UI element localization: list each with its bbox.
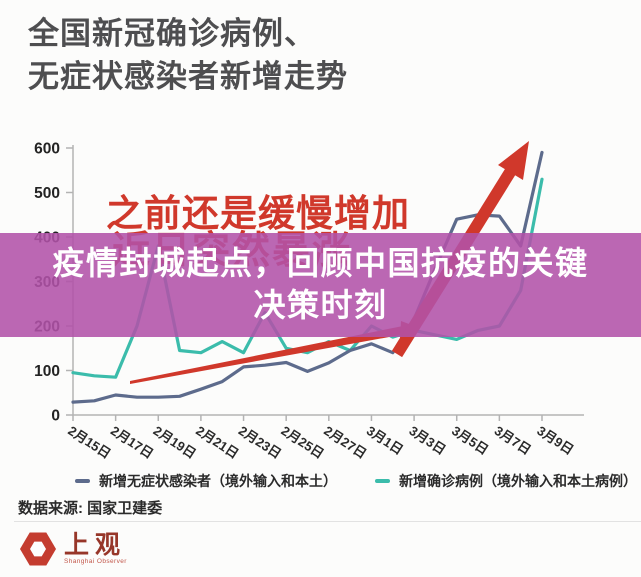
x-axis-label: 3月3日 [406, 423, 448, 458]
legend-label-confirmed: 新增确诊病例（境外输入和本土病例） [399, 473, 637, 489]
legend-item-asymptomatic: 新增无症状感染者（境外输入和本土） [75, 471, 337, 491]
logo-subtext: Shanghai Observer [64, 558, 127, 566]
legend-dash-asymptomatic-icon [75, 479, 90, 483]
headline-line2: 决策时刻 [253, 287, 388, 323]
legend-label-asymptomatic: 新增无症状感染者（境外输入和本土） [99, 473, 337, 489]
y-axis-label: 0 [51, 408, 60, 425]
x-axis-label: 3月5日 [449, 423, 491, 458]
page-title: 全国新冠确诊病例、 无症状感染者新增走势 [28, 12, 348, 99]
big-arrow-head-icon [498, 141, 529, 180]
x-axis-label: 2月19日 [151, 423, 199, 462]
title-line2: 无症状感染者新增走势 [28, 59, 348, 95]
annotation-slow-increase: 之前还是缓慢增加 [106, 193, 410, 234]
x-axis-label: 3月7日 [492, 423, 534, 458]
x-axis-label: 3月9日 [534, 423, 576, 458]
y-axis-label: 500 [34, 185, 60, 202]
chart-legend: 新增无症状感染者（境外输入和本土） 新增确诊病例（境外输入和本土病例） [75, 471, 637, 491]
series-line [71, 150, 544, 404]
thin-arrow-shaft [130, 326, 403, 384]
logo-text: 上观 [64, 530, 127, 560]
data-source-label: 数据来源: 国家卫建委 [18, 500, 163, 517]
x-axis-label: 2月15日 [65, 423, 113, 462]
headline-line1: 疫情封城起点，回顾中国抗疫的关键 [52, 245, 589, 282]
headline-overlay: 疫情封城起点，回顾中国抗疫的关键 决策时刻 [0, 233, 641, 337]
x-axis-label: 2月25日 [279, 423, 327, 462]
legend-dash-confirmed-icon [375, 479, 390, 483]
x-axis-label: 2月23日 [236, 423, 284, 462]
x-axis-label: 3月1日 [364, 423, 406, 458]
legend-item-confirmed: 新增确诊病例（境外输入和本土病例） [375, 471, 637, 491]
y-axis-label: 100 [34, 363, 60, 380]
logo-hexagon-icon [20, 532, 56, 566]
y-axis-label: 600 [34, 141, 60, 158]
x-axis-label: 2月21日 [193, 423, 241, 462]
x-axis-label: 2月27日 [321, 423, 369, 462]
title-line1: 全国新冠确诊病例、 [28, 16, 316, 51]
shanghai-observer-logo: 上观 Shanghai Observer [20, 531, 127, 567]
divider [14, 521, 641, 522]
x-axis-label: 2月17日 [108, 423, 156, 462]
